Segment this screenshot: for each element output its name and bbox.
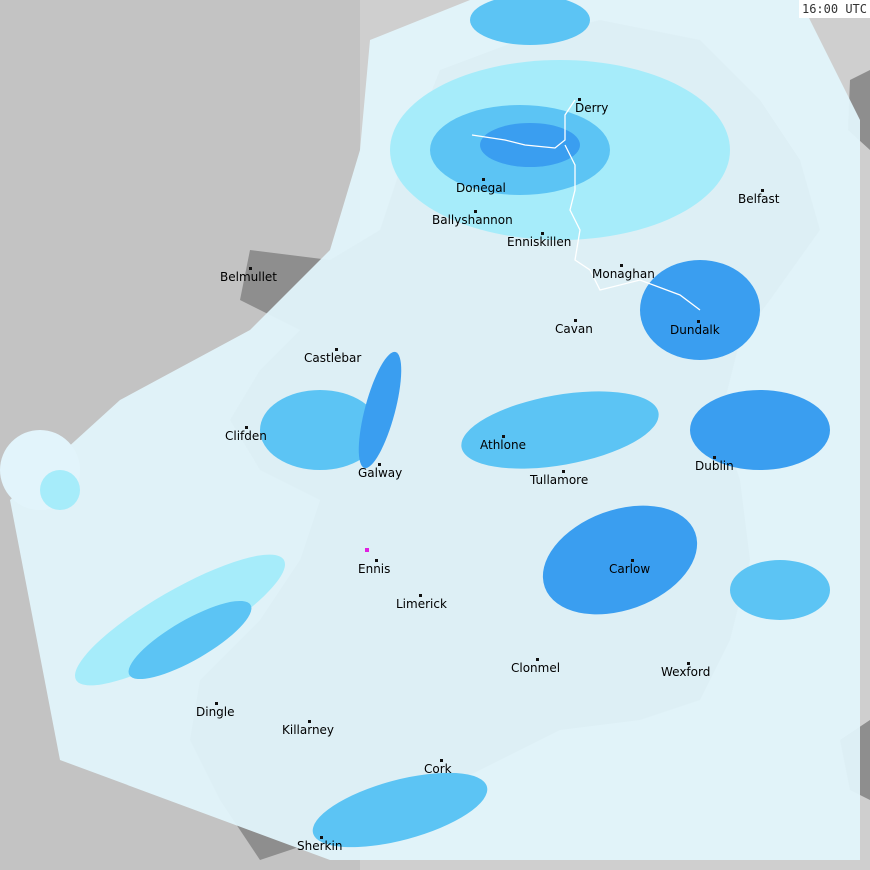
city-dot bbox=[631, 559, 634, 562]
city-name: Cavan bbox=[555, 322, 593, 336]
city-name: Clifden bbox=[225, 429, 267, 443]
borders bbox=[471, 99, 701, 311]
city-name: Belmullet bbox=[220, 270, 277, 284]
city-name: Wexford bbox=[661, 665, 711, 679]
city-dot bbox=[536, 658, 539, 661]
city-name: Ennis bbox=[358, 562, 391, 576]
city-name: Clonmel bbox=[511, 661, 561, 675]
precipitation bbox=[0, 0, 860, 860]
city-name: Ballyshannon bbox=[432, 213, 513, 227]
city-name: Monaghan bbox=[592, 267, 655, 281]
city-dot bbox=[761, 189, 764, 192]
city-dot bbox=[687, 662, 690, 665]
city-name: Sherkin bbox=[297, 839, 343, 853]
city-dot bbox=[215, 702, 218, 705]
city-name: Belfast bbox=[738, 192, 780, 206]
city-dot bbox=[249, 267, 252, 270]
city-dot bbox=[375, 559, 378, 562]
city-dot bbox=[440, 759, 443, 762]
city-name: Enniskillen bbox=[507, 235, 572, 249]
city-dot bbox=[697, 320, 700, 323]
city-dot bbox=[419, 594, 422, 597]
city-name: Cork bbox=[424, 762, 452, 776]
city-dot bbox=[308, 720, 311, 723]
city-dot bbox=[562, 470, 565, 473]
city-name: Killarney bbox=[282, 723, 335, 737]
city-dot bbox=[578, 98, 581, 101]
city-dot bbox=[320, 836, 323, 839]
city-name: Carlow bbox=[609, 562, 651, 576]
city-dot bbox=[482, 178, 485, 181]
city-name: Dublin bbox=[695, 459, 734, 473]
city-name: Derry bbox=[575, 101, 609, 115]
city-dot bbox=[245, 426, 248, 429]
city-name: Limerick bbox=[396, 597, 447, 611]
city-dot bbox=[574, 319, 577, 322]
city-name: Tullamore bbox=[530, 473, 589, 487]
city-name: Donegal bbox=[456, 181, 506, 195]
city-dot bbox=[335, 348, 338, 351]
city-name: Dingle bbox=[196, 705, 235, 719]
city-dot bbox=[541, 232, 544, 235]
timestamp-label: 16:00 UTC bbox=[798, 0, 870, 18]
city-dot bbox=[502, 435, 505, 438]
city-dot bbox=[378, 463, 381, 466]
city-dot bbox=[474, 210, 477, 213]
city-name: Dundalk bbox=[670, 323, 720, 337]
city-dot bbox=[713, 456, 716, 459]
city-name: Galway bbox=[358, 466, 403, 480]
city-name: Castlebar bbox=[304, 351, 362, 365]
city-name: Athlone bbox=[480, 438, 526, 452]
city-dot bbox=[620, 264, 623, 267]
